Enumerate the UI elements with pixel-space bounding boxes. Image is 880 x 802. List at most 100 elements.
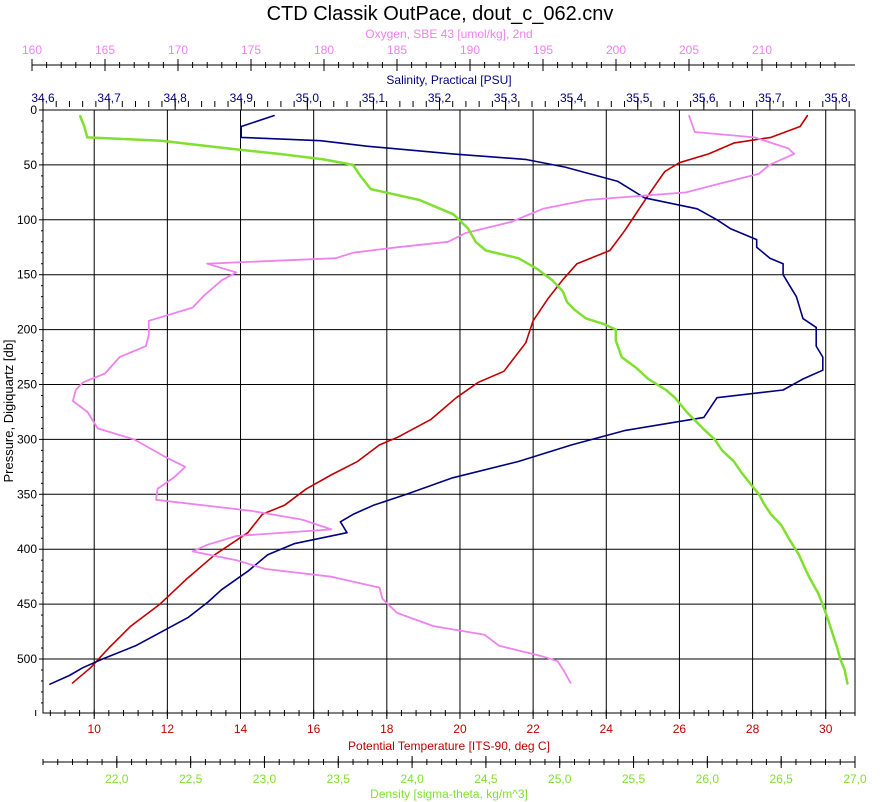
salinity-data-point bbox=[366, 145, 368, 147]
oxygen-data-point bbox=[82, 381, 84, 383]
density-axis-label: Density [sigma-theta, kg/m^3] bbox=[370, 787, 528, 801]
density-tick-label: 22,0 bbox=[105, 772, 129, 786]
temperature-data-point bbox=[503, 370, 505, 372]
salinity-data-point bbox=[822, 369, 824, 371]
salinity-data-point bbox=[524, 158, 527, 160]
density-data-point bbox=[821, 603, 824, 605]
oxygen-tick-label: 190 bbox=[460, 43, 480, 57]
oxygen-data-point bbox=[235, 559, 237, 561]
density-data-point bbox=[635, 367, 638, 369]
oxygen-tick-label: 180 bbox=[314, 43, 334, 57]
oxygen-data-point bbox=[97, 427, 99, 429]
oxygen-data-point bbox=[72, 400, 74, 402]
y-tick-label: 300 bbox=[17, 432, 37, 446]
density-data-point bbox=[585, 318, 587, 320]
oxygen-data-point bbox=[192, 550, 194, 553]
density-data-point bbox=[702, 427, 704, 429]
density-data-point bbox=[798, 554, 800, 556]
salinity-data-point bbox=[815, 345, 817, 347]
temperature-tick-label: 22 bbox=[526, 722, 540, 736]
y-tick-label: 350 bbox=[17, 487, 37, 501]
density-data-point bbox=[79, 114, 81, 117]
oxygen-data-point bbox=[119, 356, 121, 358]
salinity-data-point bbox=[623, 430, 626, 432]
density-data-point bbox=[780, 524, 782, 526]
density-tick-label: 23,0 bbox=[253, 772, 277, 786]
temperature-data-point bbox=[624, 230, 626, 232]
oxygen-data-point bbox=[793, 153, 795, 155]
y-tick-label: 50 bbox=[24, 158, 38, 172]
density-data-point bbox=[485, 249, 487, 252]
oxygen-data-point bbox=[694, 131, 696, 133]
salinity-data-point bbox=[405, 493, 408, 495]
temperature-tick-label: 20 bbox=[453, 722, 467, 736]
salinity-data-point bbox=[452, 153, 454, 155]
oxygen-data-point bbox=[202, 296, 204, 298]
oxygen-data-point bbox=[352, 252, 354, 254]
salinity-data-point bbox=[82, 667, 84, 669]
salinity-tick-label: 35,2 bbox=[428, 91, 452, 105]
density-tick-label: 24,0 bbox=[400, 772, 424, 786]
temperature-tick-label: 26 bbox=[673, 722, 687, 736]
temperature-data-point bbox=[609, 249, 611, 252]
y-axis-label: Pressure, Digiquartz [db] bbox=[1, 339, 16, 482]
salinity-data-point bbox=[769, 257, 771, 259]
salinity-tick-label: 34,6 bbox=[31, 91, 55, 105]
salinity-data-point bbox=[564, 166, 566, 168]
temperature-tick-label: 18 bbox=[380, 722, 394, 736]
salinity-data-point bbox=[161, 631, 163, 633]
density-tick-label: 25,5 bbox=[622, 772, 646, 786]
temperature-data-point bbox=[247, 532, 249, 534]
oxygen-data-point bbox=[758, 173, 760, 175]
density-data-point bbox=[352, 164, 354, 166]
axes: 0 50 100 150 200 250 300 350 400 450 500 Pressure, … bbox=[1, 27, 867, 801]
oxygen-data-point bbox=[206, 544, 208, 546]
temperature-data-point bbox=[477, 381, 479, 383]
salinity-data-point bbox=[789, 285, 791, 287]
temperature-data-point bbox=[430, 419, 432, 421]
oxygen-tick-label: 200 bbox=[606, 43, 626, 57]
temperature-data-point bbox=[378, 444, 381, 446]
density-data-point bbox=[758, 493, 760, 495]
oxygen-data-point bbox=[754, 136, 756, 138]
oxygen-data-point bbox=[714, 184, 716, 186]
density-data-point bbox=[537, 268, 539, 270]
temperature-data-point bbox=[331, 473, 333, 476]
salinity-data-point bbox=[729, 228, 731, 230]
temperature-data-point bbox=[678, 162, 681, 164]
salinity-tick-label: 35,3 bbox=[494, 91, 518, 105]
plot-frame bbox=[42, 109, 856, 714]
density-tick-label: 26,5 bbox=[770, 772, 794, 786]
salinity-data-point bbox=[293, 543, 295, 545]
temperature-data-point bbox=[561, 279, 564, 281]
oxygen-data-point bbox=[192, 307, 194, 309]
salinity-tick-label: 35,6 bbox=[692, 91, 716, 105]
oxygen-data-point bbox=[787, 147, 789, 149]
temperature-data-point bbox=[89, 667, 92, 669]
y-tick-label: 400 bbox=[17, 542, 37, 556]
salinity-data-point bbox=[571, 444, 573, 446]
salinity-data-point bbox=[240, 136, 242, 138]
oxygen-data-point bbox=[235, 535, 237, 537]
salinity-data-point bbox=[240, 125, 242, 128]
oxygen-data-point bbox=[221, 279, 223, 281]
oxygen-data-point bbox=[250, 510, 252, 512]
oxygen-data-point bbox=[162, 455, 164, 457]
density-tick-label: 27,0 bbox=[843, 772, 867, 786]
salinity-data-point bbox=[696, 208, 698, 210]
y-tick-label: 450 bbox=[17, 597, 37, 611]
y-tick-label: 150 bbox=[17, 268, 37, 282]
salinity-tick-label: 35,0 bbox=[296, 91, 320, 105]
temperature-data-point bbox=[455, 397, 457, 399]
temperature-tick-label: 16 bbox=[307, 722, 321, 736]
density-tick-label: 25,0 bbox=[548, 772, 572, 786]
density-data-point bbox=[788, 537, 790, 539]
oxygen-data-point bbox=[562, 669, 565, 671]
oxygen-data-point bbox=[104, 372, 106, 375]
salinity-data-point bbox=[782, 389, 784, 391]
temperature-data-point bbox=[357, 460, 359, 462]
salinity-data-point bbox=[372, 504, 374, 506]
density-data-point bbox=[573, 309, 576, 311]
oxygen-data-point bbox=[539, 655, 541, 657]
density-data-point bbox=[740, 471, 742, 473]
